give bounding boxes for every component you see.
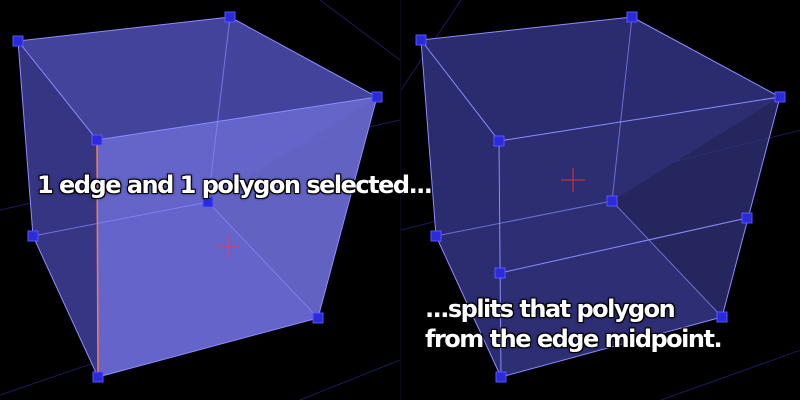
vertices[interactable] [12, 11, 383, 383]
vertex[interactable] [495, 371, 507, 383]
pivot-icon [561, 168, 585, 192]
vertex[interactable] [741, 212, 753, 224]
viewport-before[interactable] [0, 0, 400, 400]
left-face[interactable] [18, 41, 98, 377]
visible-edges [420, 16, 781, 378]
cube-mesh-after [401, 0, 800, 400]
hidden-edges [32, 16, 319, 319]
vertex[interactable] [371, 91, 383, 103]
front-face[interactable] [499, 97, 780, 377]
vertex[interactable] [493, 135, 505, 147]
vertices[interactable] [415, 11, 786, 383]
vertex[interactable] [716, 311, 728, 323]
vertex[interactable] [774, 91, 786, 103]
top-face[interactable] [18, 17, 377, 140]
visible-edges [17, 16, 378, 378]
vertex[interactable] [224, 11, 236, 23]
viewport-after[interactable] [400, 0, 800, 400]
caption-before: 1 edge and 1 polygon selected... [37, 171, 433, 199]
left-face[interactable] [421, 40, 501, 377]
cube-mesh-before [0, 0, 400, 400]
caption-after: ...splits that polygon from the edge mid… [425, 294, 723, 354]
selected-polygon[interactable] [97, 97, 377, 377]
vertex[interactable] [92, 371, 104, 383]
split-edge[interactable] [499, 217, 748, 274]
vertex[interactable] [202, 196, 214, 208]
vertex[interactable] [12, 35, 24, 47]
hidden-edges [435, 16, 723, 318]
vertex[interactable] [415, 34, 427, 46]
vertex[interactable] [27, 230, 39, 242]
selected-edge[interactable] [96, 139, 99, 378]
vertex[interactable] [91, 134, 103, 146]
vertex[interactable] [494, 267, 506, 279]
vertex[interactable] [312, 312, 324, 324]
vertex[interactable] [430, 230, 442, 242]
top-face[interactable] [421, 17, 780, 141]
caption-after-line1: ...splits that polygon [425, 295, 676, 323]
pivot-icon [216, 234, 240, 258]
caption-after-line2: from the edge midpoint. [425, 325, 723, 353]
vertex[interactable] [606, 195, 618, 207]
vertex[interactable] [626, 11, 638, 23]
